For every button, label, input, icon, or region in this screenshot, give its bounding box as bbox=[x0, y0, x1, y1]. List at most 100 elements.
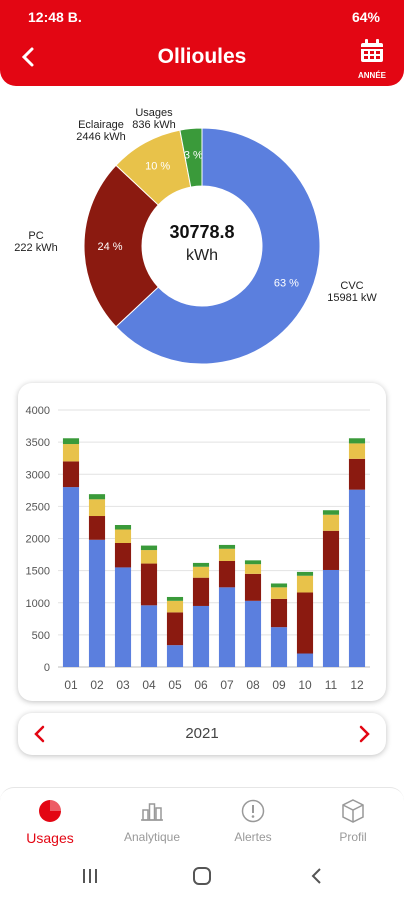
y-tick-label: 2000 bbox=[26, 534, 50, 546]
pie-chart-icon bbox=[39, 800, 61, 822]
nav-label-analytique: Analytique bbox=[123, 830, 181, 844]
back-button[interactable] bbox=[14, 42, 44, 72]
bar-segment bbox=[140, 563, 158, 606]
donut-label-value-usages: 836 kWh bbox=[132, 119, 175, 131]
donut-total-unit: kWh bbox=[186, 247, 218, 264]
status-battery: 64% bbox=[351, 9, 380, 25]
bar-segment bbox=[296, 653, 314, 667]
bar-segment bbox=[296, 571, 314, 576]
donut-percent-eclairage: 10 % bbox=[145, 160, 170, 172]
previous-year-button[interactable] bbox=[28, 722, 52, 746]
bar-segment bbox=[218, 587, 236, 667]
year-view-label: ANNÉE bbox=[357, 71, 386, 80]
donut-label-name-cvc: CVC bbox=[340, 280, 363, 292]
x-tick-label: 09 bbox=[272, 678, 286, 692]
bar-segment bbox=[88, 516, 106, 540]
donut-label-value-pc: 222 kWh bbox=[14, 242, 57, 254]
nav-item-alertes[interactable]: Alertes bbox=[208, 798, 298, 844]
bar-segment bbox=[322, 569, 340, 667]
bar-segment bbox=[348, 458, 366, 490]
bar-segment bbox=[62, 438, 80, 445]
x-tick-label: 07 bbox=[220, 678, 234, 692]
page-title: Ollioules bbox=[157, 45, 247, 68]
bar-segment bbox=[114, 525, 132, 530]
selected-year: 2021 bbox=[185, 725, 219, 742]
bar-segment bbox=[192, 605, 210, 667]
bar-segment bbox=[166, 600, 184, 613]
bar-segment bbox=[244, 560, 262, 565]
x-tick-label: 08 bbox=[246, 678, 260, 692]
bar-segment bbox=[270, 583, 288, 588]
x-tick-label: 01 bbox=[64, 678, 78, 692]
chevron-left-icon bbox=[34, 725, 45, 743]
bar-segment bbox=[244, 573, 262, 601]
bar-segment bbox=[114, 542, 132, 568]
donut-percent-cvc: 63 % bbox=[274, 278, 299, 290]
donut-total-value: 30778.8 bbox=[169, 222, 234, 242]
donut-label-name-pc: PC bbox=[28, 230, 43, 242]
donut-label-value-eclairage: 2446 kWh bbox=[76, 131, 126, 143]
y-tick-label: 500 bbox=[32, 630, 50, 642]
bar-segment bbox=[140, 605, 158, 667]
home-icon[interactable] bbox=[193, 867, 211, 885]
monthly-bar-chart: 0 500 1000 1500 2000 2500 3000 3500 4000 01 02 03 04… bbox=[26, 405, 370, 692]
y-tick-label: 4000 bbox=[26, 405, 50, 417]
y-tick-label: 1000 bbox=[26, 598, 50, 610]
donut-slice-cvc bbox=[115, 127, 321, 365]
bar-segment bbox=[348, 443, 366, 459]
next-year-button[interactable] bbox=[352, 722, 376, 746]
x-tick-label: 06 bbox=[194, 678, 208, 692]
x-tick-label: 03 bbox=[116, 678, 130, 692]
bar-segment bbox=[270, 587, 288, 599]
bar-segment bbox=[218, 560, 236, 588]
nav-item-usages[interactable]: Usages bbox=[5, 798, 95, 846]
bar-segment bbox=[140, 550, 158, 564]
bar-segment bbox=[88, 499, 106, 517]
nav-label-usages: Usages bbox=[26, 830, 74, 846]
donut-percent-pc: 24 % bbox=[97, 241, 122, 253]
chevron-right-icon bbox=[359, 725, 370, 743]
y-tick-label: 1500 bbox=[26, 566, 50, 578]
bar-segment bbox=[296, 592, 314, 654]
recent-apps-icon[interactable] bbox=[83, 869, 97, 883]
system-navigation-bar bbox=[0, 852, 404, 900]
bar-segment bbox=[88, 539, 106, 667]
bar-segment bbox=[218, 548, 236, 561]
bar-segment bbox=[270, 598, 288, 628]
y-tick-label: 3500 bbox=[26, 437, 50, 449]
bar-segment bbox=[166, 612, 184, 646]
bar-segment bbox=[166, 596, 184, 601]
bar-segment bbox=[140, 545, 158, 551]
y-tick-label: 2500 bbox=[26, 501, 50, 513]
bar-chart-icon bbox=[141, 803, 163, 821]
year-selector: 2021 bbox=[18, 713, 386, 755]
bar-segment bbox=[114, 567, 132, 667]
alert-icon bbox=[241, 799, 265, 823]
donut-slice-usages bbox=[179, 127, 203, 188]
bar-segment bbox=[270, 627, 288, 667]
system-back-icon[interactable] bbox=[311, 868, 321, 884]
cube-icon bbox=[342, 799, 364, 823]
nav-label-alertes: Alertes bbox=[234, 830, 272, 844]
bar-segment bbox=[322, 510, 340, 515]
bar-segment bbox=[244, 600, 262, 667]
year-view-button[interactable]: ANNÉE bbox=[354, 38, 390, 82]
bar-segment bbox=[218, 544, 236, 549]
usage-donut-chart: 63 % 24 % 10 % 3 % CVC 15981 kW PC 222 kWh Eclai… bbox=[0, 96, 404, 376]
nav-item-profil[interactable]: Profil bbox=[308, 798, 398, 844]
bar-segment bbox=[192, 577, 210, 606]
donut-label-name-usages: Usages bbox=[135, 107, 173, 119]
status-bar: 12:48 B. 64% bbox=[0, 0, 404, 34]
x-tick-label: 05 bbox=[168, 678, 182, 692]
x-tick-label: 02 bbox=[90, 678, 104, 692]
donut-percent-usages: 3 % bbox=[184, 149, 203, 161]
x-tick-label: 12 bbox=[350, 678, 364, 692]
bottom-navigation: Usages Analytique Alertes Profil bbox=[0, 787, 404, 851]
bar-segment bbox=[88, 494, 106, 500]
nav-item-analytique[interactable]: Analytique bbox=[107, 798, 197, 844]
calendar-icon bbox=[361, 39, 383, 62]
status-time: 12:48 B. bbox=[28, 9, 82, 25]
back-arrow-icon bbox=[21, 47, 34, 67]
x-tick-label: 04 bbox=[142, 678, 156, 692]
